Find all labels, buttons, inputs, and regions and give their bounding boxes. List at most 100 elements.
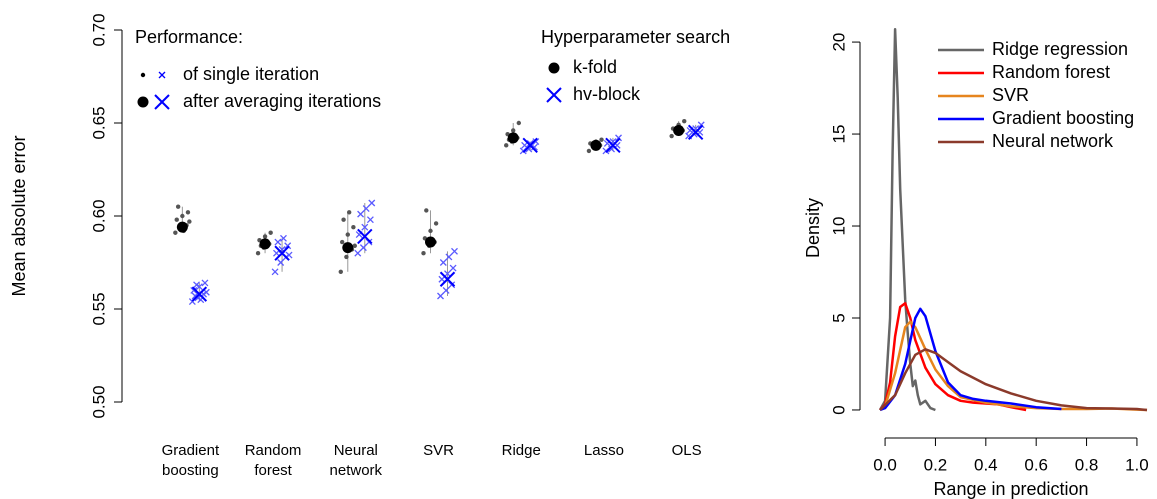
average-point-stroke: [522, 137, 538, 154]
iteration-point: [532, 138, 540, 146]
iteration-point: [449, 264, 457, 272]
iteration-point: [346, 210, 352, 215]
iteration-point: [174, 217, 179, 222]
legend-title: Hyperparameter search: [541, 27, 730, 47]
iteration-point: [519, 147, 527, 155]
iteration-point-stroke: [437, 292, 444, 300]
iteration-point-stroke: [526, 140, 534, 147]
iteration-point: [187, 219, 192, 224]
iteration-point-stroke: [532, 138, 540, 146]
average-point: [590, 139, 602, 151]
average-point: [425, 236, 436, 248]
iteration-point: [359, 244, 367, 252]
x-tick-label: Lasso: [584, 442, 624, 459]
average-point-stroke: [274, 245, 290, 261]
x-tick-label: 0.6: [1024, 455, 1048, 474]
x-tick-label-line: Neural: [334, 442, 378, 459]
density-line: [878, 27, 936, 412]
iteration-point-stroke: [444, 270, 451, 278]
x-tick-label: 0.4: [974, 455, 998, 474]
iteration-point: [516, 120, 522, 126]
average-point: [687, 124, 704, 141]
y-tick-label: 20: [829, 33, 848, 52]
legend-label: Gradient boosting: [992, 108, 1134, 128]
x-tick-label: Random forest: [245, 442, 302, 479]
x-tick-label-line: forest: [254, 462, 292, 479]
iteration-point-stroke: [615, 134, 622, 142]
x-tick-label: 0.8: [1075, 455, 1099, 474]
legend-title: Performance:: [135, 27, 243, 47]
legend-label: of single iteration: [183, 64, 319, 84]
x-tick-label-line: network: [330, 462, 383, 479]
iteration-point: [366, 216, 374, 224]
iteration-point-stroke: [191, 292, 199, 300]
legend-label: hv-block: [573, 84, 641, 104]
iteration-point: [351, 224, 356, 230]
iteration-point: [173, 230, 178, 235]
iteration-point-stroke: [271, 268, 279, 276]
iteration-point: [185, 210, 191, 215]
x-tick-label: Neural network: [330, 442, 383, 479]
iteration-point: [352, 243, 357, 248]
x-tick-label: 1.0: [1125, 455, 1149, 474]
iteration-point: [280, 234, 287, 242]
average-point: [176, 221, 188, 233]
legend-label: after averaging iterations: [183, 91, 381, 111]
y-tick-label: 0.60: [89, 199, 108, 232]
average-point-stroke: [687, 124, 704, 141]
iteration-point-stroke: [449, 264, 457, 272]
average-point: [357, 228, 373, 245]
x-tick-label-line: Gradient: [162, 442, 220, 459]
iteration-point: [669, 133, 674, 139]
y-tick-label: 15: [829, 125, 848, 144]
iteration-point-stroke: [362, 205, 370, 213]
iteration-point: [193, 281, 201, 289]
iteration-point: [442, 286, 450, 294]
iteration-point: [180, 213, 185, 219]
iteration-point-stroke: [439, 259, 447, 266]
iteration-point-stroke: [442, 286, 450, 294]
x-tick-label-line: boosting: [162, 462, 219, 479]
iteration-point: [368, 199, 376, 207]
x-tick-label: SVR: [423, 442, 454, 459]
average-point: [605, 137, 621, 154]
iteration-point-stroke: [284, 242, 292, 250]
average-point-stroke: [191, 286, 208, 302]
iteration-point: [362, 205, 370, 213]
x-tick-label: Ridge: [502, 442, 541, 459]
average-point: [191, 286, 208, 302]
x-tick-label: 0.2: [924, 455, 948, 474]
iteration-point: [273, 249, 280, 257]
density-line: [879, 348, 1148, 412]
y-tick-label: 0.55: [89, 292, 108, 325]
iteration-point: [190, 286, 198, 294]
average-point-stroke: [439, 271, 456, 287]
iteration-point: [175, 204, 181, 209]
iteration-point: [602, 147, 610, 155]
iteration-point: [526, 140, 534, 147]
average-point: [439, 271, 456, 287]
iteration-point: [433, 221, 439, 226]
y-axis-title: Density: [803, 198, 823, 258]
iteration-point-stroke: [366, 216, 374, 224]
iteration-point: [255, 251, 261, 256]
y-tick-label: 0.70: [89, 13, 108, 46]
iteration-point: [451, 247, 458, 255]
iteration-point-stroke: [359, 244, 367, 252]
iteration-point-stroke: [361, 223, 369, 231]
iteration-point: [268, 230, 273, 235]
legend-marker-stroke: [546, 87, 562, 103]
iteration-point: [277, 259, 285, 266]
iteration-point-stroke: [193, 281, 201, 289]
iteration-point: [424, 208, 429, 213]
iteration-point: [354, 249, 362, 257]
x-axis-title: Range in prediction: [933, 479, 1088, 499]
y-tick-label: 5: [829, 313, 848, 322]
average-point: [673, 124, 685, 136]
legend-marker: [154, 94, 170, 110]
iteration-point: [344, 254, 349, 260]
iteration-point: [682, 118, 687, 124]
iteration-point: [191, 292, 199, 300]
iteration-point: [339, 239, 345, 245]
iteration-point: [445, 253, 453, 261]
